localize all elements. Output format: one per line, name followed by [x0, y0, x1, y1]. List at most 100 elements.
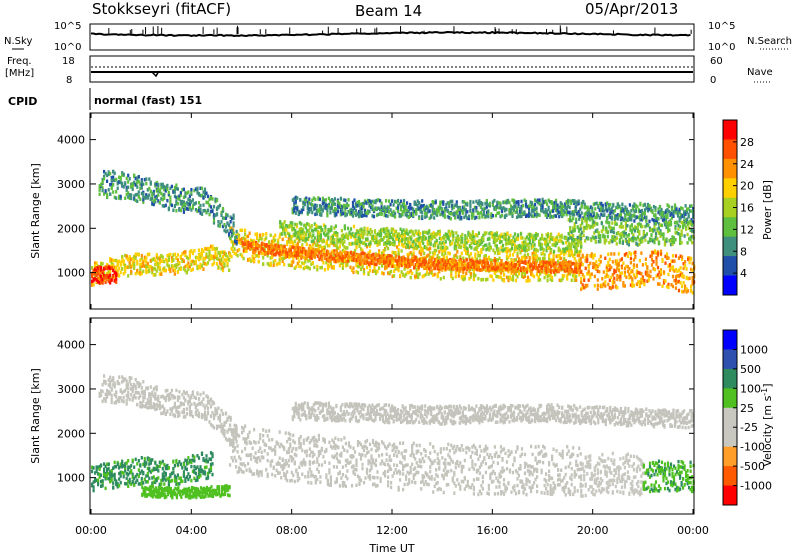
- echo-cell: [239, 252, 242, 257]
- echo-cell: [471, 267, 474, 271]
- echo-cell: [667, 285, 670, 290]
- echo-cell: [232, 213, 235, 218]
- echo-cell: [472, 272, 475, 277]
- echo-cell: [296, 196, 299, 200]
- echo-cell: [149, 265, 152, 269]
- echo-cell: [267, 246, 270, 251]
- echo-cell: [184, 194, 187, 199]
- echo-cell: [425, 265, 428, 270]
- echo-cell: [404, 213, 407, 217]
- echo-cell: [427, 272, 430, 276]
- echo-cell: [323, 246, 326, 250]
- echo-cell: [496, 251, 499, 256]
- echo-cell: [125, 192, 128, 197]
- echo-cell: [214, 252, 217, 257]
- echo-cell: [307, 259, 310, 263]
- echo-cell: [367, 255, 371, 260]
- echo-cell: [669, 210, 672, 215]
- echo-cell: [212, 204, 216, 209]
- echo-cell: [269, 256, 272, 260]
- echo-cell: [427, 206, 430, 210]
- echo-cell: [562, 204, 565, 209]
- echo-cell: [357, 257, 360, 262]
- echo-cell: [682, 289, 685, 294]
- echo-cell: [297, 250, 300, 255]
- echo-cell: [91, 272, 94, 276]
- echo-cell: [110, 264, 113, 268]
- echo-cell: [358, 264, 361, 269]
- echo-cell: [203, 193, 207, 197]
- echo-cell: [433, 216, 436, 220]
- echo-cell: [542, 260, 545, 264]
- echo-cell: [502, 200, 505, 205]
- echo-cell: [368, 199, 371, 203]
- echo-cell: [199, 256, 202, 261]
- echo-cell: [188, 255, 191, 259]
- echo-cell: [573, 256, 576, 261]
- echo-cell: [312, 254, 315, 258]
- echo-cell: [310, 224, 313, 228]
- echo-cell: [338, 202, 341, 206]
- echo-cell: [110, 278, 113, 282]
- echo-cell: [369, 261, 372, 265]
- echo-cell: [116, 260, 119, 264]
- echo-cell: [312, 250, 315, 255]
- echo-cell: [410, 262, 413, 266]
- echo-cell: [324, 224, 327, 229]
- echo-cell: [656, 273, 660, 277]
- echo-cell: [523, 210, 526, 214]
- echo-cell: [152, 273, 155, 277]
- echo-cell: [684, 260, 687, 264]
- echo-cell: [569, 265, 572, 269]
- echo-cell: [622, 218, 625, 222]
- echo-cell: [409, 212, 412, 216]
- echo-cell: [469, 252, 472, 256]
- echo-cell: [553, 203, 556, 208]
- echo-cell: [610, 286, 613, 291]
- echo-cell: [289, 222, 292, 226]
- echo-cell: [314, 206, 317, 211]
- echo-cell: [482, 265, 485, 269]
- echo-cell: [651, 217, 654, 222]
- echo-cell: [360, 202, 364, 206]
- echo-cell: [184, 264, 187, 269]
- echo-cell: [649, 208, 653, 213]
- echo-cell: [559, 207, 562, 211]
- echo-cell: [355, 263, 358, 268]
- echo-cell: [266, 261, 269, 266]
- echo-cell: [529, 212, 532, 217]
- echo-cell: [571, 211, 574, 215]
- echo-cell: [244, 246, 247, 251]
- echo-cell: [656, 250, 660, 254]
- echo-cell: [356, 204, 359, 208]
- echo-cell: [631, 214, 634, 218]
- echo-cell: [687, 212, 690, 217]
- echo-cell: [206, 255, 210, 259]
- echo-cell: [459, 261, 462, 266]
- echo-cell: [363, 261, 366, 265]
- echo-cell: [255, 243, 258, 247]
- echo-cell: [629, 275, 632, 279]
- echo-cell: [271, 249, 274, 254]
- echo-cell: [492, 265, 495, 270]
- echo-cell: [546, 275, 549, 279]
- echo-cell: [203, 208, 207, 213]
- echo-cell: [139, 258, 142, 262]
- echo-cell: [136, 176, 139, 180]
- echo-cell: [553, 214, 556, 218]
- echo-cell: [224, 225, 228, 229]
- echo-cell: [519, 250, 522, 255]
- echo-cell: [368, 202, 371, 206]
- echo-cell: [335, 212, 338, 216]
- echo-cell: [512, 262, 515, 266]
- station-title: Stokkseyri (fitACF): [92, 0, 231, 18]
- echo-cell: [154, 267, 157, 271]
- echo-cell: [357, 253, 360, 257]
- echo-cell: [361, 241, 365, 245]
- echo-cell: [605, 264, 608, 268]
- echo-cell: [327, 256, 330, 261]
- echo-cell: [492, 278, 495, 282]
- echo-cell: [502, 273, 506, 277]
- echo-cell: [673, 203, 677, 207]
- echo-cell: [152, 257, 155, 262]
